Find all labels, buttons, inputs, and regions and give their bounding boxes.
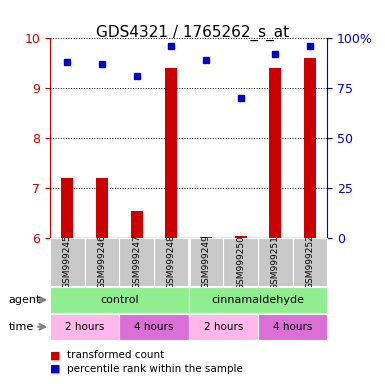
Text: 2 hours: 2 hours [204, 322, 243, 332]
Text: agent: agent [8, 295, 41, 305]
Bar [50, 287, 189, 313]
Text: percentile rank within the sample: percentile rank within the sample [67, 364, 243, 374]
Text: time: time [8, 322, 34, 332]
Bar [223, 238, 258, 286]
Text: GSM999247: GSM999247 [132, 235, 141, 290]
Text: 2 hours: 2 hours [65, 322, 104, 332]
Text: cinnamaldehyde: cinnamaldehyde [211, 295, 305, 305]
Bar [293, 238, 327, 286]
Text: transformed count: transformed count [67, 350, 165, 360]
Text: ■: ■ [50, 350, 60, 360]
Bar [119, 314, 189, 340]
Text: 4 hours: 4 hours [273, 322, 312, 332]
Text: GSM999252: GSM999252 [305, 235, 315, 290]
Text: GSM999250: GSM999250 [236, 235, 245, 290]
Bar [269, 68, 281, 238]
Text: GSM999251: GSM999251 [271, 235, 280, 290]
Bar [96, 178, 108, 238]
Bar [50, 238, 85, 286]
Bar [154, 238, 189, 286]
Text: GSM999248: GSM999248 [167, 235, 176, 290]
Bar [189, 287, 327, 313]
Text: GSM999246: GSM999246 [97, 235, 107, 290]
Text: ■: ■ [50, 364, 60, 374]
Bar [234, 236, 247, 238]
Bar [85, 238, 119, 286]
Bar [50, 314, 119, 340]
Text: 4 hours: 4 hours [134, 322, 174, 332]
Text: GSM999245: GSM999245 [63, 235, 72, 290]
Text: GDS4321 / 1765262_s_at: GDS4321 / 1765262_s_at [96, 25, 289, 41]
Bar [61, 178, 74, 238]
Bar [258, 238, 293, 286]
Bar [189, 314, 258, 340]
Text: GSM999249: GSM999249 [201, 235, 211, 290]
Bar [304, 58, 316, 238]
Text: control: control [100, 295, 139, 305]
Bar [165, 68, 177, 238]
Bar [200, 237, 212, 238]
Bar [258, 314, 327, 340]
Bar [131, 210, 143, 238]
Bar [189, 238, 223, 286]
Bar [119, 238, 154, 286]
